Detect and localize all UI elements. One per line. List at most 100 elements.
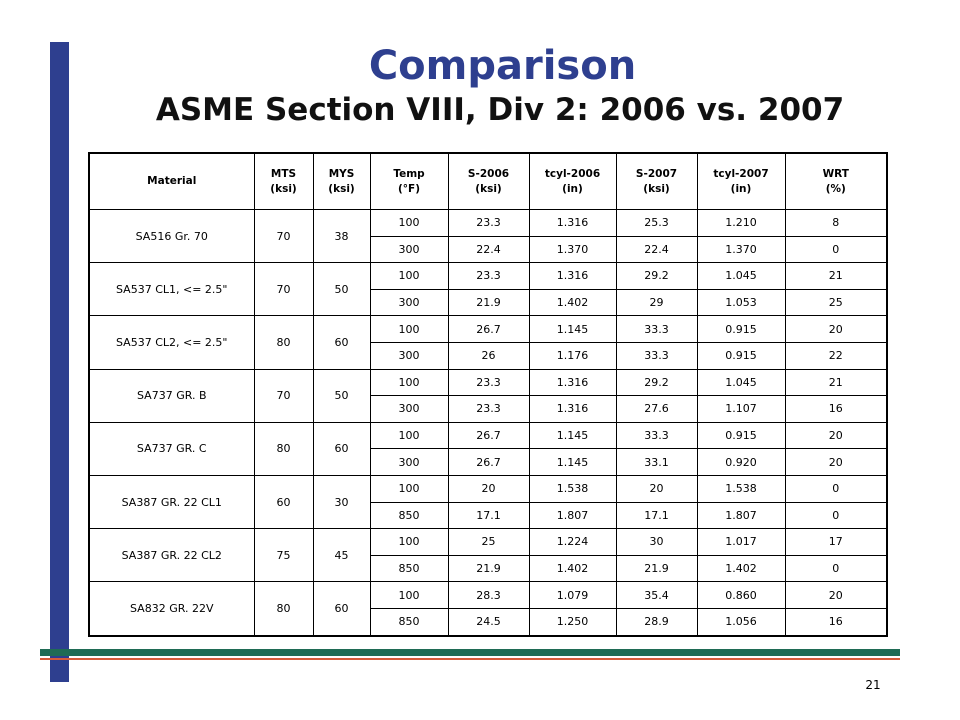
wrt-cell: 20 <box>784 448 888 476</box>
column-header-text: (in) <box>730 182 752 195</box>
s2006-cell: 28.3 <box>447 581 530 609</box>
table-row: SA537 CL2, <= 2.5" 80 60 100 26.7 1.145 33.3 0.… <box>88 315 888 370</box>
left-accent-bar <box>50 42 69 682</box>
tcyl2007-cell: 1.107 <box>696 395 786 423</box>
s2007-cell: 22.4 <box>615 235 698 264</box>
tcyl2007-cell: 1.807 <box>696 501 786 530</box>
mys-cell: 50 <box>312 368 371 423</box>
wrt-cell: 25 <box>784 288 888 317</box>
slide-title: Comparison <box>368 43 637 89</box>
comparison-table: Material MTS (ksi) MYS (ksi) Temp (°F) S-2006 (k… <box>88 152 888 637</box>
column-header-text: (ksi) <box>643 182 670 195</box>
s2006-cell: 17.1 <box>447 501 530 530</box>
mys-cell: 60 <box>312 581 371 636</box>
table-row: SA387 GR. 22 CL2 75 45 100 25 1.224 30 1.017 17 <box>88 528 888 583</box>
material-cell: SA737 GR. B <box>88 368 255 423</box>
tcyl2007-cell: 1.056 <box>696 607 786 637</box>
mys-cell: 60 <box>312 421 371 476</box>
column-header-text: (ksi) <box>475 182 502 195</box>
material-cell: SA832 GR. 22V <box>88 581 255 636</box>
tcyl2007-cell: 1.370 <box>696 235 786 264</box>
s2006-cell: 26.7 <box>447 448 530 476</box>
column-header-text: tcyl-2006 <box>544 167 601 180</box>
column-header-text: (%) <box>825 182 846 195</box>
temp-cell: 100 <box>369 581 449 609</box>
wrt-cell: 21 <box>784 262 888 290</box>
s2006-cell: 26 <box>447 341 530 370</box>
table-row: 850 21.9 1.402 21.9 1.402 0 <box>89 554 888 583</box>
tcyl2006-cell: 1.402 <box>528 554 617 583</box>
tcyl2007-cell: 1.053 <box>696 288 786 317</box>
wrt-cell: 0 <box>784 474 888 503</box>
wrt-cell: 16 <box>784 395 888 423</box>
wrt-cell: 20 <box>784 581 888 609</box>
s2006-cell: 23.3 <box>447 209 530 237</box>
wrt-cell: 20 <box>784 315 888 343</box>
column-header: S-2007 (ksi) <box>615 152 698 210</box>
wrt-cell: 20 <box>784 421 888 450</box>
table-row: 300 22.4 1.370 22.4 1.370 0 <box>89 235 888 264</box>
table-body: SA516 Gr. 70 70 38 100 23.3 1.316 25.3 1.210 8 30… <box>88 208 888 637</box>
column-header: MYS (ksi) <box>312 152 371 210</box>
table-row: SA832 GR. 22V 80 60 100 28.3 1.079 35.4 0.860 20 <box>88 581 888 636</box>
wrt-cell: 0 <box>784 554 888 583</box>
tcyl2006-cell: 1.370 <box>528 235 617 264</box>
footer-rule-green <box>40 649 900 656</box>
mys-cell: 50 <box>312 262 371 317</box>
temp-cell: 100 <box>369 209 449 237</box>
wrt-cell: 16 <box>784 607 888 637</box>
wrt-cell: 21 <box>784 368 888 397</box>
column-header: Material <box>88 152 255 210</box>
s2007-cell: 20 <box>615 474 698 503</box>
s2006-cell: 23.3 <box>447 262 530 290</box>
s2007-cell: 33.3 <box>615 341 698 370</box>
temp-cell: 100 <box>369 315 449 343</box>
s2007-cell: 28.9 <box>615 607 698 637</box>
s2007-cell: 30 <box>615 528 698 556</box>
mts-cell: 75 <box>253 528 314 583</box>
tcyl2007-cell: 1.210 <box>696 209 786 237</box>
tcyl2006-cell: 1.176 <box>528 341 617 370</box>
tcyl2006-cell: 1.316 <box>528 262 617 290</box>
mts-cell: 80 <box>253 315 314 370</box>
wrt-cell: 0 <box>784 235 888 264</box>
wrt-cell: 17 <box>784 528 888 556</box>
mys-cell: 60 <box>312 315 371 370</box>
column-header-text: S-2007 <box>635 167 678 180</box>
tcyl2006-cell: 1.807 <box>528 501 617 530</box>
s2007-cell: 33.3 <box>615 421 698 450</box>
table-row: SA737 GR. C 80 60 100 26.7 1.145 33.3 0.915 20 <box>88 421 888 476</box>
wrt-cell: 22 <box>784 341 888 370</box>
tcyl2006-cell: 1.316 <box>528 209 617 237</box>
mts-cell: 70 <box>253 368 314 423</box>
tcyl2007-cell: 0.915 <box>696 315 786 343</box>
table-row: SA537 CL1, <= 2.5" 70 50 100 23.3 1.316 29.2 1.… <box>88 262 888 317</box>
tcyl2006-cell: 1.316 <box>528 395 617 423</box>
temp-cell: 100 <box>369 368 449 397</box>
table-row: SA737 GR. B 70 50 100 23.3 1.316 29.2 1.045 21 <box>88 368 888 423</box>
column-header: S-2006 (ksi) <box>447 152 530 210</box>
column-header-text: (in) <box>562 182 583 195</box>
column-header: tcyl-2007 (in) <box>696 152 786 210</box>
header-row: Material MTS (ksi) MYS (ksi) Temp (°F) S-2006 (k… <box>88 152 888 210</box>
column-header-text: MTS <box>270 167 297 180</box>
temp-cell: 300 <box>369 341 449 370</box>
tcyl2006-cell: 1.250 <box>528 607 617 637</box>
material-cell: SA537 CL1, <= 2.5" <box>88 262 255 317</box>
s2006-cell: 26.7 <box>447 421 530 450</box>
temp-cell: 100 <box>369 474 449 503</box>
s2007-cell: 21.9 <box>615 554 698 583</box>
s2007-cell: 29.2 <box>615 368 698 397</box>
s2006-cell: 24.5 <box>447 607 530 637</box>
table-row: 300 21.9 1.402 29 1.053 25 <box>89 288 888 317</box>
s2006-cell: 20 <box>447 474 530 503</box>
tcyl2007-cell: 0.860 <box>696 581 786 609</box>
tcyl2007-cell: 1.045 <box>696 262 786 290</box>
tcyl2006-cell: 1.224 <box>528 528 617 556</box>
table-row: SA516 Gr. 70 70 38 100 23.3 1.316 25.3 1.210 8 <box>88 208 888 264</box>
column-header-text: WRT <box>822 167 849 180</box>
column-header: Temp (°F) <box>369 152 449 210</box>
temp-cell: 300 <box>369 395 449 423</box>
tcyl2006-cell: 1.145 <box>528 421 617 450</box>
temp-cell: 850 <box>369 607 449 637</box>
